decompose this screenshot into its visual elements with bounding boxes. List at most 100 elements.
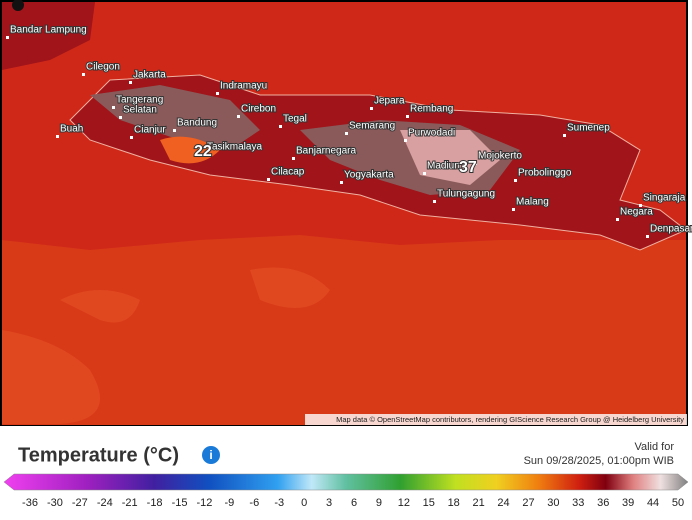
temp-label: 37 — [459, 159, 477, 176]
colorbar-tick: 27 — [522, 497, 534, 509]
info-icon-glyph[interactable]: i — [209, 448, 212, 462]
city-label: Semarang — [349, 121, 395, 132]
city-dot — [474, 162, 477, 165]
colorbar-tick: 36 — [597, 497, 609, 509]
city-label: Cianjur — [134, 125, 166, 136]
sea-patch — [2, 267, 330, 424]
city-label: Mojokerto — [478, 151, 522, 162]
city-dot — [292, 157, 295, 160]
city-label: Tasikmalaya — [207, 142, 262, 153]
city-dot — [56, 135, 59, 138]
city-dot — [514, 179, 517, 182]
hottest-zone — [400, 130, 500, 185]
colorbar-tick: 33 — [572, 497, 584, 509]
city-dot — [6, 36, 9, 39]
attribution: Map data © OpenStreetMap contributors, r… — [336, 415, 684, 424]
city-label: Rembang — [410, 104, 453, 115]
city-dot — [237, 115, 240, 118]
colorbar-tick: -36 — [22, 497, 38, 509]
colorbar-tick: 21 — [472, 497, 484, 509]
city-dot — [279, 125, 282, 128]
city-label: Cilacap — [271, 167, 305, 178]
colorbar-tick: 6 — [351, 497, 357, 509]
colorbar-tick: -30 — [47, 497, 63, 509]
colorbar-tick: -27 — [72, 497, 88, 509]
colorbar-tick: -24 — [97, 497, 113, 509]
city-label: Denpasar — [650, 224, 692, 235]
hot-zone — [90, 85, 520, 195]
city-dot — [423, 172, 426, 175]
colorbar-tick: -21 — [122, 497, 138, 509]
colorbar-tick: 0 — [301, 497, 307, 509]
attribution-bg — [305, 414, 687, 425]
city-dot — [406, 115, 409, 118]
colorbar-tick: -12 — [197, 497, 213, 509]
colorbar-tick: -18 — [147, 497, 163, 509]
colorbar-tick: 39 — [622, 497, 634, 509]
city-dot — [267, 178, 270, 181]
city-label: Negara — [620, 207, 653, 218]
city-dot — [646, 235, 649, 238]
city-dot — [639, 204, 642, 207]
city-dot — [112, 106, 115, 109]
city-label: Tangerang — [116, 95, 163, 106]
colorbar-tick: 50 — [672, 497, 684, 509]
city-label: Tegal — [283, 114, 307, 125]
city-dot — [370, 107, 373, 110]
colorbar-tick: 9 — [376, 497, 382, 509]
map[interactable]: Bandar Lampung Cilegon Jakarta Indramayu Tan… — [0, 0, 692, 426]
colorbar-tick: 18 — [448, 497, 460, 509]
valid-time: Sun 09/28/2025, 01:00pm WIB — [524, 455, 674, 467]
colorbar-tick: 30 — [547, 497, 559, 509]
city-label: Bandar Lampung — [10, 25, 87, 36]
city-dot — [616, 218, 619, 221]
city-label: Buah — [60, 124, 83, 135]
city-label: Malang — [516, 197, 549, 208]
city-dot — [203, 153, 206, 156]
city-dot — [82, 73, 85, 76]
colorbar-tick: -6 — [249, 497, 259, 509]
city-label: Purwodadi — [408, 128, 455, 139]
city-label: Banjarnegara — [296, 146, 356, 157]
city-label: Singaraja — [643, 193, 686, 204]
colorbar — [3, 473, 689, 491]
city-label: Bandung — [177, 118, 217, 129]
city-label: Cirebon — [241, 104, 276, 115]
sea — [2, 235, 686, 425]
colorbar-tick: -15 — [172, 497, 188, 509]
info-icon[interactable] — [202, 446, 220, 464]
city-dot — [433, 200, 436, 203]
colorbar-tick: 24 — [497, 497, 509, 509]
city-dot — [512, 208, 515, 211]
cool-zone — [160, 136, 220, 164]
city-label: Selatan — [123, 105, 157, 116]
city-dot — [563, 134, 566, 137]
city-dot — [119, 116, 122, 119]
temp-label: 22 — [194, 143, 212, 160]
city-dot — [340, 181, 343, 184]
city-dot — [129, 81, 132, 84]
city-label: Madiun — [427, 161, 460, 172]
city-dot — [216, 92, 219, 95]
city-label: Probolinggo — [518, 168, 572, 179]
city-dot — [173, 129, 176, 132]
city-dot — [130, 136, 133, 139]
colorbar-tick: 15 — [423, 497, 435, 509]
colorbar-tick: 12 — [398, 497, 410, 509]
colorbar-tick: -3 — [274, 497, 284, 509]
sumatra — [2, 2, 95, 70]
colorbar-tick: -9 — [224, 497, 234, 509]
city-label: Tulungagung — [437, 189, 495, 200]
city-dot — [345, 132, 348, 135]
city-label: Cilegon — [86, 62, 120, 73]
city-dot — [404, 139, 407, 142]
city-label: Indramayu — [220, 81, 267, 92]
legend-title: Temperature (°C) — [18, 444, 179, 466]
city-label: Yogyakarta — [344, 170, 394, 181]
city-label: Sumenep — [567, 123, 610, 134]
city-label: Jepara — [374, 96, 405, 107]
city-label: Jakarta — [133, 70, 166, 81]
marker — [12, 0, 24, 11]
valid-label: Valid for — [634, 441, 674, 453]
